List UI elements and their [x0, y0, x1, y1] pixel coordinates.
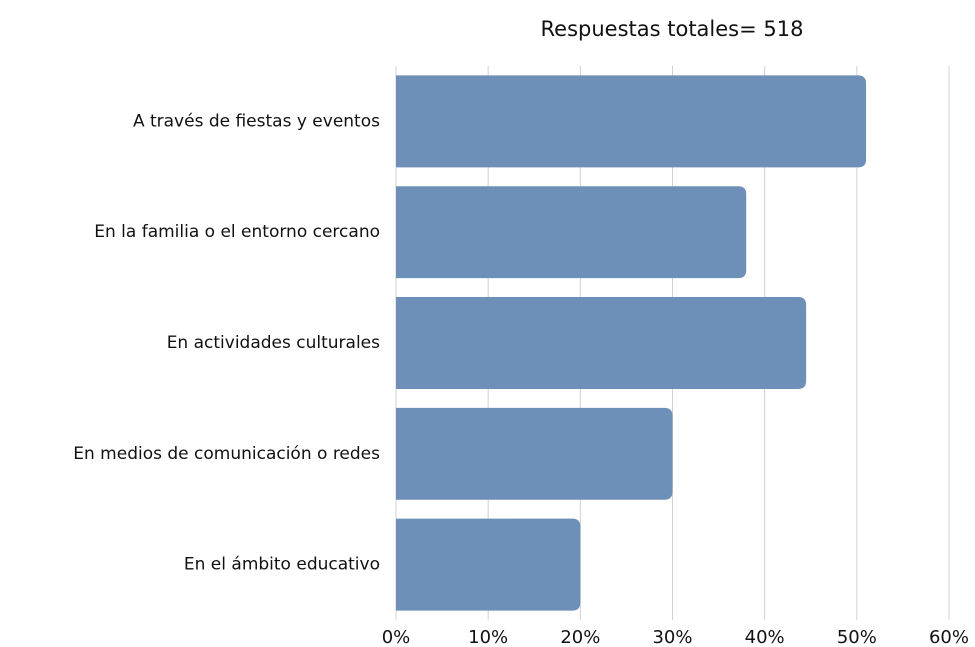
y-tick-label: En medios de comunicación o redes	[73, 444, 380, 464]
bar	[396, 297, 807, 389]
y-tick-label: En actividades culturales	[167, 333, 380, 353]
y-tick-label: A través de fiestas y eventos	[133, 111, 380, 131]
y-tick-label: En la familia o el entorno cercano	[94, 222, 380, 242]
chart-title: Respuestas totales= 518	[541, 17, 804, 41]
bar	[396, 518, 581, 611]
x-tick-label: 10%	[468, 627, 508, 647]
x-tick-label: 40%	[745, 627, 785, 647]
y-tick-label: En el ámbito educativo	[184, 555, 380, 575]
x-tick-label: 20%	[560, 627, 600, 647]
x-tick-label: 0%	[382, 627, 411, 647]
x-tick-label: 50%	[837, 627, 877, 647]
x-tick-label: 30%	[652, 627, 692, 647]
bar	[396, 407, 673, 500]
bar	[396, 75, 867, 168]
x-tick-label: 60%	[929, 627, 969, 647]
bar	[396, 186, 747, 279]
